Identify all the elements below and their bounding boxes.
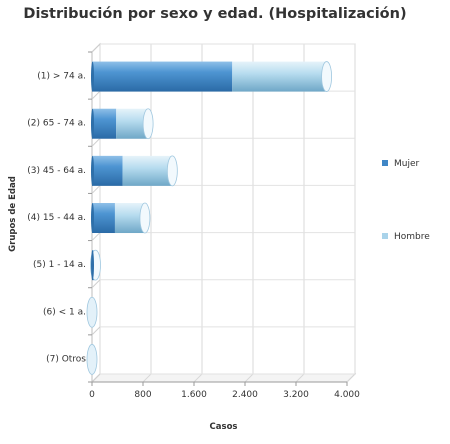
y-tick-label: (7) Otros xyxy=(46,354,86,364)
y-gridline-side xyxy=(91,232,101,241)
x-tick-label: 4.000 xyxy=(334,390,360,400)
bar-end-cap xyxy=(166,155,178,187)
bar-end-cap xyxy=(321,61,333,92)
x-tick-label: 1.600 xyxy=(181,390,207,400)
y-gridline-side xyxy=(91,279,101,289)
bar-start-edge xyxy=(91,155,94,186)
y-tick-label: (3) 45 - 64 a. xyxy=(27,166,86,176)
x-gridline-floor xyxy=(295,373,305,383)
bar-end-cap xyxy=(86,344,98,375)
x-gridline-floor xyxy=(142,373,152,383)
y-gridline-side xyxy=(91,43,101,53)
bar-hombre xyxy=(122,155,173,186)
bar-mujer xyxy=(92,203,115,233)
bar-mujer xyxy=(92,155,123,186)
y-tick-label: (2) 65 - 74 a. xyxy=(27,119,86,129)
x-tick-label: 0 xyxy=(89,390,95,400)
y-gridline-side xyxy=(91,185,101,194)
y-tick-label: (1) > 74 a. xyxy=(37,72,86,82)
x-tick-label: 3.200 xyxy=(283,390,309,400)
x-tick-label: 2.400 xyxy=(232,390,258,400)
x-gridline-floor xyxy=(244,373,254,383)
x-tick-label: 800 xyxy=(134,390,151,400)
x-gridline-floor xyxy=(193,373,203,383)
legend-swatch-mujer xyxy=(382,160,388,166)
bar-start-edge xyxy=(91,61,94,92)
y-tick-label: (6) < 1 a. xyxy=(43,307,86,317)
legend-label-hombre: Hombre xyxy=(394,232,430,242)
x-gridline-floor xyxy=(346,373,356,383)
bar-start-edge xyxy=(91,250,94,281)
floor-plane xyxy=(90,373,357,383)
bar-start-edge xyxy=(91,203,94,233)
bar-start-edge xyxy=(91,108,94,139)
y-tick-label: (5) 1 - 14 a. xyxy=(33,260,86,270)
bar-end-cap xyxy=(86,296,98,328)
chart-title: Distribución por sexo y edad. (Hospitali… xyxy=(23,6,407,22)
legend-swatch-hombre xyxy=(382,233,388,239)
bar-mujer xyxy=(92,61,233,92)
bar-hombre xyxy=(232,61,327,92)
y-tick-label: (4) 15 - 44 a. xyxy=(27,213,86,223)
bar-mujer xyxy=(92,108,117,139)
legend-label-mujer: Mujer xyxy=(394,159,420,169)
y-gridline-side xyxy=(91,90,101,100)
y-gridline-side xyxy=(91,326,101,336)
bar-end-cap xyxy=(139,202,151,234)
bar-end-cap xyxy=(142,108,154,140)
y-axis-title: Grupos de Edad xyxy=(8,176,18,252)
y-gridline-side xyxy=(91,373,101,383)
x-axis-title: Casos xyxy=(210,422,238,432)
y-gridline-side xyxy=(91,137,101,147)
